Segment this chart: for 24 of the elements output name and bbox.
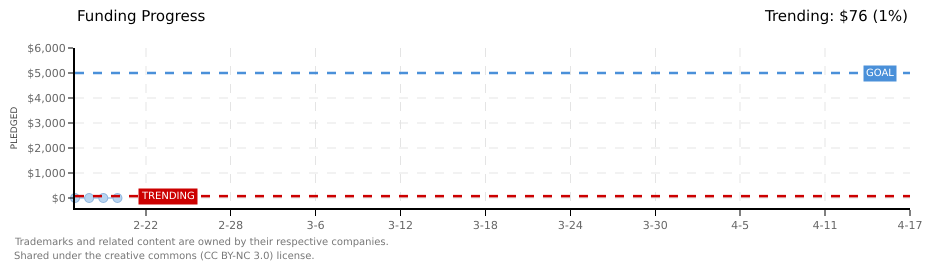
text: Shared under the creative commons (CC BY-NC 3.0) license. xyxy=(14,251,315,262)
chart-title: Funding Progress xyxy=(77,7,206,25)
x-tick-label: 4-11 xyxy=(812,219,838,232)
x-tick-label: 4-5 xyxy=(731,219,750,232)
x-tick-label: 3-12 xyxy=(388,219,413,232)
chart-subtitle: Trending: $76 (1%) xyxy=(764,7,908,25)
y-axis-title: PLEDGED xyxy=(10,106,20,150)
y-tick-label: $6,000 xyxy=(27,42,66,55)
x-tick-label: 3-24 xyxy=(558,219,583,232)
y-tick-label: $1,000 xyxy=(27,166,66,180)
x-tick-label: 3-18 xyxy=(472,219,498,232)
y-tick-label: $0 xyxy=(52,192,66,205)
text: Trademarks and related content are owned by their respective companies. xyxy=(14,237,389,248)
ref-line-label: TRENDING xyxy=(141,191,195,202)
y-tick-label: $5,000 xyxy=(27,66,66,80)
ref-line-label: GOAL xyxy=(866,68,894,79)
y-tick-label: $4,000 xyxy=(27,92,66,105)
x-tick-label: 3-6 xyxy=(306,219,325,232)
y-tick-label: $2,000 xyxy=(27,142,66,155)
x-tick-label: 2-22 xyxy=(133,219,158,232)
y-tick-label: $3,000 xyxy=(27,116,66,130)
x-tick-label: 2-28 xyxy=(218,219,244,232)
x-tick-label: 3-30 xyxy=(642,219,668,232)
x-tick-label: 4-17 xyxy=(898,219,922,232)
